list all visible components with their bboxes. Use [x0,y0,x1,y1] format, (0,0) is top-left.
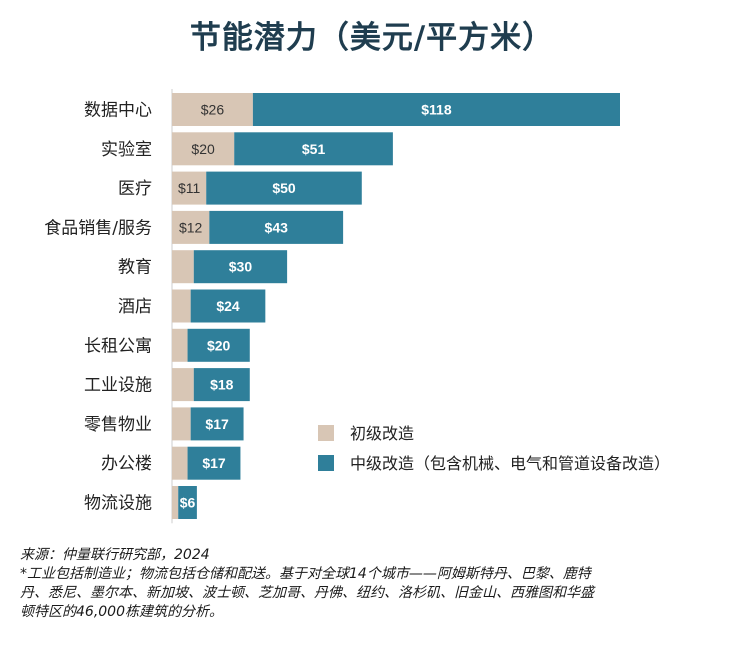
legend-label: 初级改造 [350,424,414,443]
bar-segment-medium [206,171,362,205]
category-label: 工业设施 [84,376,152,396]
bar-segment-basic [172,210,210,244]
footnote-line-2: 丹、悉尼、墨尔本、新加坡、波士顿、芝加哥、丹佛、纽约、洛杉矶、旧金山、西雅图和华… [20,585,594,601]
data-label: $17 [205,416,229,432]
category-label: 零售物业 [84,415,152,435]
legend-swatch [318,455,334,471]
category-label: 实验室 [101,140,152,160]
bar-segment-medium [252,93,620,126]
bar-segment-basic [172,171,207,205]
data-label: $20 [191,141,215,157]
data-label: $118 [421,102,452,118]
data-label: $20 [207,337,231,353]
category-label: 办公楼 [101,454,152,474]
bar-segment-medium [187,328,250,362]
category-label: 食品销售/服务 [44,218,152,238]
bar-segment-medium [187,446,241,480]
data-label: $11 [178,180,201,196]
bar-segment-medium [193,250,288,284]
category-label: 长租公寓 [84,336,152,356]
category-label: 数据中心 [84,101,152,121]
chart-title: 节能潜力（美元/平方米） [189,20,555,56]
bar-segment-basic [172,289,191,323]
footnote: 来源：仲量联行研究部，2024 *工业包括制造业；物流包括仓储和配送。基于对全球… [20,546,732,622]
bar-segment-basic [172,250,194,284]
footnote-line-1: *工业包括制造业；物流包括仓储和配送。基于对全球14个城市——阿姆斯特丹、巴黎、… [20,566,591,582]
data-label: $50 [272,180,296,196]
data-label: $18 [210,377,234,393]
data-label: $43 [265,219,289,235]
bar-segment-medium [190,407,244,441]
bar-segment-basic [172,328,188,362]
data-label: $12 [179,219,203,235]
data-label: $30 [229,259,253,275]
category-label: 物流设施 [84,494,152,514]
category-label: 酒店 [118,297,152,317]
data-label: $26 [201,102,225,118]
source-note: 来源：仲量联行研究部，2024 [20,547,210,563]
bar-segment-basic [172,368,194,402]
bar-segment-medium [178,486,197,519]
bar-segment-basic [172,486,179,519]
stacked-bar-chart: 数据中心 $26 $118 实验室 $20 $51 医疗 $11 $50 食品销售/服务 $12 $4… [44,89,670,524]
footnote-line-3: 顿特区的46,000栋建筑的分析。 [20,604,223,620]
data-label: $6 [180,495,196,511]
data-label: $51 [302,141,326,157]
category-label: 教育 [118,258,152,278]
bar-segment-basic [172,407,191,441]
data-label: $24 [216,298,240,314]
bar-segment-medium [193,368,250,402]
category-label: 医疗 [118,179,152,199]
legend-label: 中级改造（包含机械、电气和管道设备改造） [350,454,670,473]
legend-swatch [318,425,334,441]
data-label: $17 [202,455,226,471]
bar-segment-basic [172,446,188,480]
bar-segment-medium [190,289,266,323]
bar-segment-basic [172,93,253,126]
bar-segment-basic [172,132,235,166]
bar-segment-medium [209,210,344,244]
bar-segment-medium [234,132,393,166]
